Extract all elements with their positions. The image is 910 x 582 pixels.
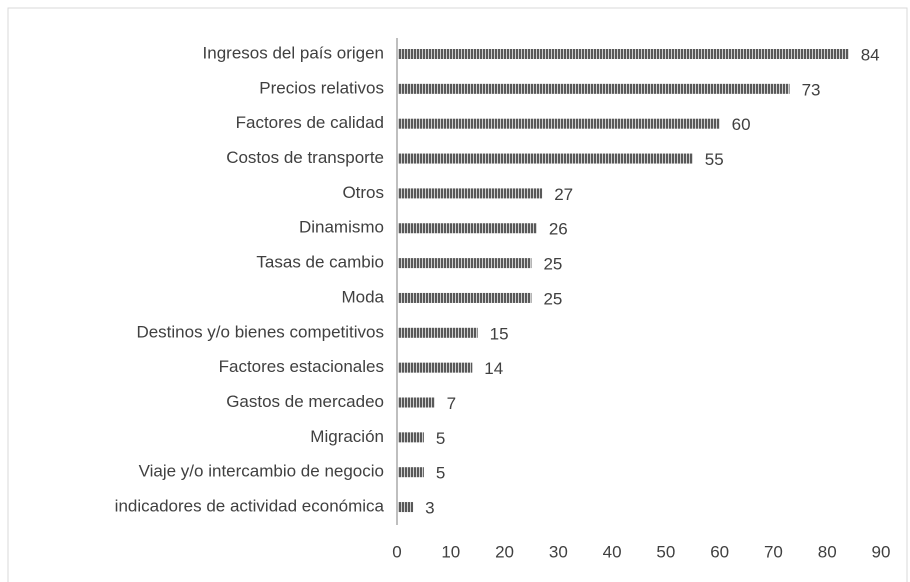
y-tick-label: indicadores de actividad económica [115, 497, 385, 516]
y-tick-label: Viaje y/o intercambio de negocio [139, 462, 384, 481]
y-tick-label: Factores de calidad [236, 113, 384, 132]
x-tick-label: 70 [764, 542, 783, 561]
bar [397, 432, 424, 443]
y-tick-label: Otros [342, 183, 384, 202]
value-label: 55 [705, 150, 724, 169]
x-tick-label: 0 [392, 542, 401, 561]
x-tick-label: 40 [603, 542, 622, 561]
value-label: 73 [802, 80, 821, 99]
bar [397, 327, 478, 338]
y-tick-label: Precios relativos [259, 78, 384, 97]
bar [397, 223, 537, 234]
value-label: 7 [447, 394, 456, 413]
value-label: 25 [543, 255, 562, 274]
value-label: 3 [425, 499, 434, 518]
y-tick-label: Gastos de mercadeo [226, 392, 384, 411]
bar [397, 49, 849, 59]
y-tick-label: Moda [341, 287, 384, 306]
bar [397, 467, 424, 478]
value-label: 15 [490, 324, 509, 343]
value-label: 25 [543, 289, 562, 308]
value-label: 84 [861, 45, 880, 64]
x-tick-label: 20 [495, 542, 514, 561]
x-tick-label: 30 [549, 542, 568, 561]
bar [397, 118, 720, 129]
value-label: 5 [436, 464, 445, 483]
value-label: 5 [436, 429, 445, 448]
bar [397, 292, 532, 303]
y-tick-label: Migración [310, 427, 384, 446]
x-tick-label: 90 [872, 542, 891, 561]
bar [397, 258, 532, 269]
bar [397, 153, 693, 164]
value-label: 14 [484, 359, 503, 378]
value-label: 26 [549, 220, 568, 239]
bar [397, 397, 435, 408]
bar [397, 188, 543, 199]
value-label: 27 [554, 185, 573, 204]
chart-frame [7, 7, 908, 582]
x-tick-label: 80 [818, 542, 837, 561]
y-tick-label: Factores estacionales [219, 357, 384, 376]
x-tick-label: 60 [710, 542, 729, 561]
y-tick-label: Costos de transporte [226, 148, 384, 167]
y-tick-label: Tasas de cambio [256, 253, 384, 272]
y-tick-label: Ingresos del país origen [203, 43, 384, 62]
y-tick-label: Dinamismo [299, 218, 384, 237]
y-tick-label: Destinos y/o bienes competitivos [136, 322, 384, 341]
x-tick-label: 10 [441, 542, 460, 561]
bar [397, 362, 473, 373]
bar [397, 83, 790, 94]
value-label: 60 [732, 115, 751, 134]
bar [397, 502, 414, 513]
x-tick-label: 50 [656, 542, 675, 561]
